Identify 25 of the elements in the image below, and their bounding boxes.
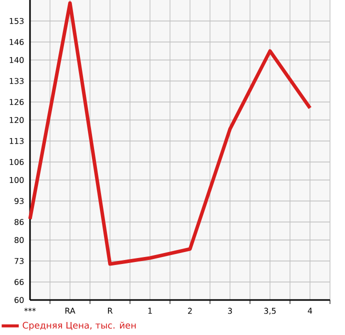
x-tick-label: 3,5 <box>264 308 276 315</box>
y-tick-label: 120 <box>10 116 24 124</box>
y-tick-label: 100 <box>10 176 24 184</box>
x-tick-label: 2 <box>188 308 192 314</box>
y-tick-label: 153 <box>10 18 24 24</box>
y-tick-label: 86 <box>14 218 24 226</box>
x-tick-label: *** <box>24 308 36 312</box>
legend-label: Средняя Цена, тыс. йен <box>22 322 136 330</box>
y-tick-label: 106 <box>10 158 24 166</box>
x-tick-label: 1 <box>148 308 152 314</box>
x-tick-label: 4 <box>308 308 312 314</box>
y-tick-label: 146 <box>10 38 24 46</box>
x-tick-label: RA <box>65 308 76 314</box>
y-tick-label: 73 <box>14 258 24 264</box>
y-tick-label: 66 <box>14 278 24 286</box>
y-tick-label: 133 <box>10 78 24 84</box>
y-tick-label: 126 <box>10 98 24 106</box>
x-tick-label: 3 <box>228 308 232 314</box>
y-tick-label: 140 <box>10 56 24 64</box>
line-series <box>28 1 312 266</box>
x-tick-label: R <box>108 308 113 314</box>
y-tick-label: 93 <box>14 198 24 204</box>
y-tick-label: 80 <box>14 236 24 244</box>
y-tick-label: 60 <box>14 296 24 304</box>
y-tick-label: 113 <box>10 138 24 144</box>
